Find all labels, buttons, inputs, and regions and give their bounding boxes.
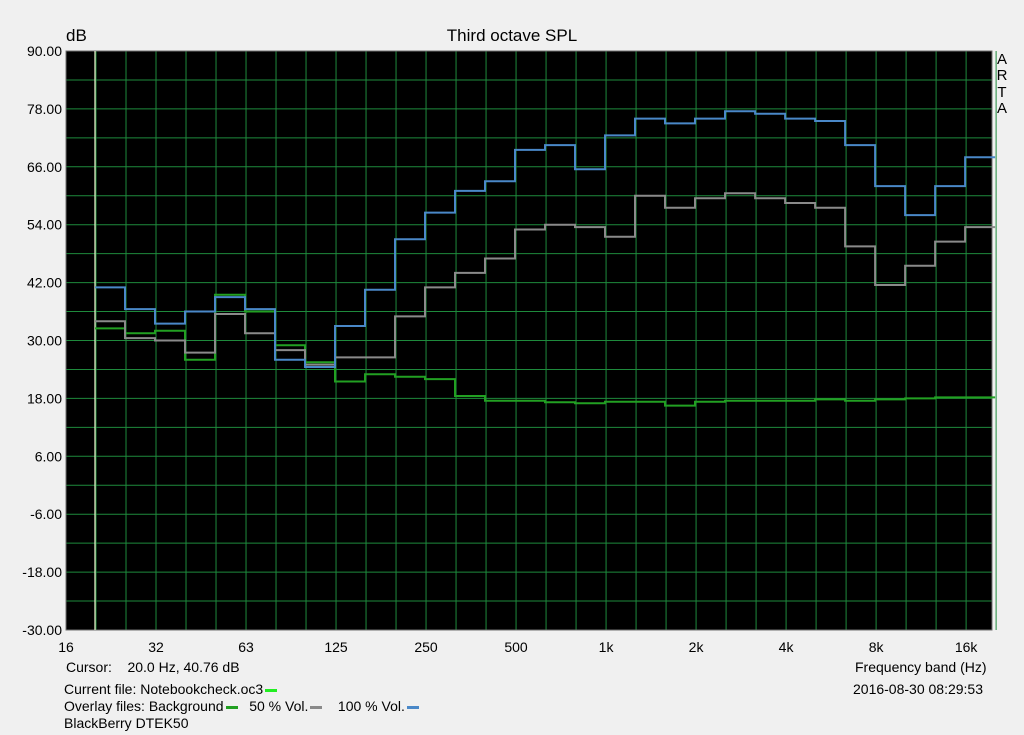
cursor-label: Cursor: <box>66 659 112 675</box>
series-line-50-vol <box>95 192 996 366</box>
brand-letter-a1: A <box>996 51 1007 68</box>
series-line-100-vol <box>95 110 996 368</box>
x-tick-label: 16k <box>955 639 979 655</box>
x-tick-label: 63 <box>238 639 254 655</box>
x-tick-label: 1k <box>599 639 615 655</box>
legend-background: Background <box>148 698 224 714</box>
legend-50-vol: 50 % Vol. <box>249 698 309 714</box>
overlay-files: Overlay files: Background 50 % Vol. 100 … <box>64 698 419 714</box>
cursor-value: 20.0 Hz, 40.76 dB <box>127 659 240 675</box>
cursor-readout: Cursor: 20.0 Hz, 40.76 dB <box>66 659 240 675</box>
current-file-name: Notebookcheck.oc3 <box>140 681 264 697</box>
y-tick-label: 78.00 <box>27 101 62 117</box>
y-tick-label: 30.00 <box>27 333 62 349</box>
timestamp: 2016-08-30 08:29:53 <box>853 681 983 697</box>
legend-background-swatch <box>225 705 238 709</box>
x-tick-label: 16 <box>58 639 74 655</box>
legend-100-vol-swatch <box>406 705 419 709</box>
current-file: Current file: Notebookcheck.oc3 <box>64 681 278 697</box>
y-tick-label: -18.00 <box>22 564 62 580</box>
legend-100-vol: 100 % Vol. <box>337 698 405 714</box>
x-tick-label: 250 <box>414 639 438 655</box>
y-tick-label: -30.00 <box>22 622 62 638</box>
plot-border <box>65 50 993 631</box>
y-tick-label: 6.00 <box>35 448 62 464</box>
x-axis-label: Frequency band (Hz) <box>855 659 987 675</box>
brand-letter-r: R <box>996 67 1008 84</box>
x-tick-label: 125 <box>324 639 348 655</box>
current-file-swatch <box>265 688 278 692</box>
brand-letter-t: T <box>997 84 1007 101</box>
series-line-background <box>95 293 996 407</box>
y-tick-label: 54.00 <box>27 217 62 233</box>
x-tick-label: 2k <box>689 639 705 655</box>
current-file-label: Current file: <box>64 681 137 697</box>
x-tick-label: 4k <box>779 639 795 655</box>
y-tick-label: 42.00 <box>27 275 62 291</box>
device-name: BlackBerry DTEK50 <box>64 715 189 731</box>
x-tick-label: 500 <box>504 639 528 655</box>
y-tick-label: 66.00 <box>27 159 62 175</box>
y-axis-label: dB <box>66 26 87 45</box>
brand-letter-a2: A <box>996 100 1007 117</box>
overlay-label: Overlay files: <box>64 698 145 714</box>
x-tick-label: 8k <box>869 639 885 655</box>
y-tick-label: 18.00 <box>27 390 62 406</box>
x-tick-label: 32 <box>148 639 164 655</box>
y-tick-label: -6.00 <box>30 506 62 522</box>
y-tick-label: 90.00 <box>27 43 62 59</box>
legend-50-vol-swatch <box>310 705 323 709</box>
chart-title: Third octave SPL <box>446 26 578 45</box>
